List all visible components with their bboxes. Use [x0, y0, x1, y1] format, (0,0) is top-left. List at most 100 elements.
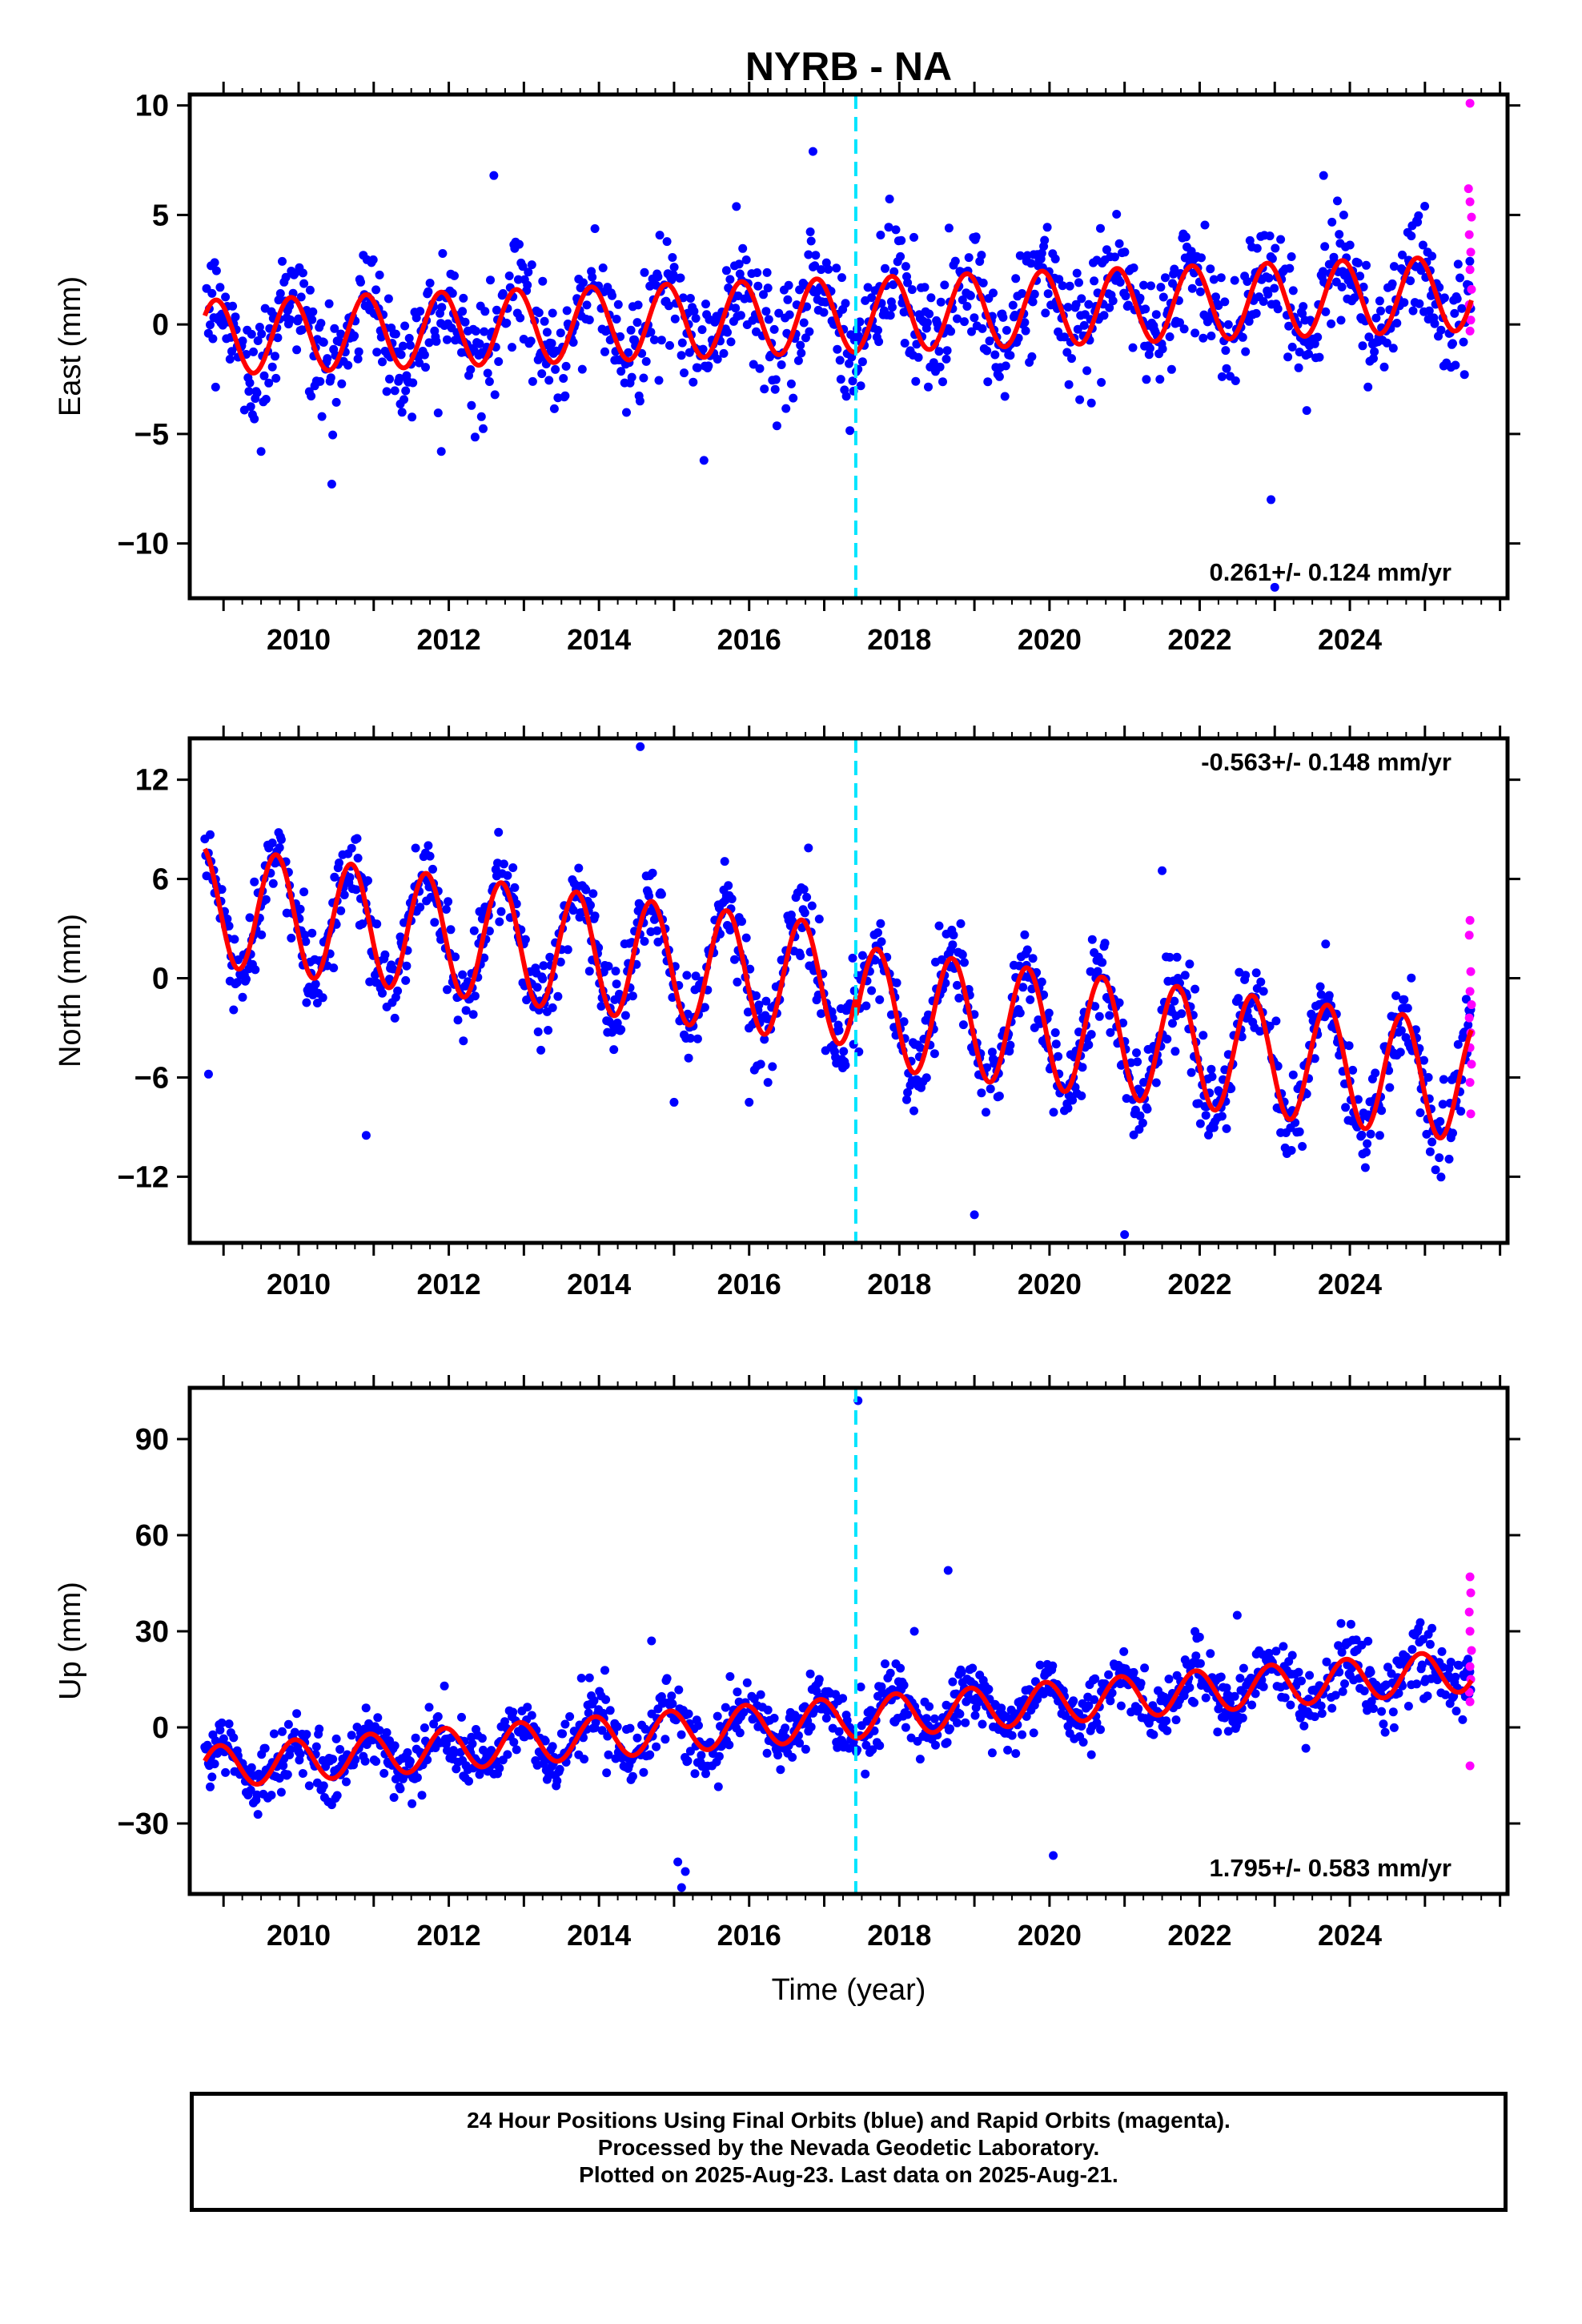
data-point	[1063, 303, 1073, 312]
data-point	[772, 421, 781, 431]
data-point	[568, 338, 578, 347]
data-point	[689, 307, 699, 316]
data-point	[1437, 1647, 1447, 1656]
data-point	[271, 352, 279, 361]
data-point	[1388, 344, 1398, 353]
data-point	[556, 957, 565, 967]
data-point	[700, 1003, 709, 1012]
data-point	[498, 289, 508, 298]
data-point	[470, 991, 480, 1001]
data-point	[608, 291, 616, 300]
x-tick-label: 2010	[267, 1268, 331, 1301]
data-point	[1142, 375, 1151, 384]
outlier-point	[808, 147, 817, 156]
data-point	[684, 1053, 693, 1063]
data-point	[1199, 333, 1208, 343]
data-point	[584, 1673, 594, 1683]
data-point	[1331, 1691, 1340, 1700]
data-point	[312, 999, 322, 1007]
data-point	[1315, 982, 1325, 991]
data-point	[430, 918, 440, 927]
data-point	[601, 1695, 611, 1704]
data-point	[316, 319, 326, 328]
plot-frame-east	[187, 92, 1510, 601]
data-point	[378, 988, 387, 998]
data-point	[301, 937, 311, 947]
data-point	[1230, 275, 1239, 285]
data-point	[1139, 280, 1148, 290]
data-point	[548, 1003, 557, 1012]
data-point	[1358, 341, 1367, 351]
data-point	[656, 336, 666, 345]
data-point	[1022, 945, 1032, 955]
data-point	[807, 901, 817, 911]
data-point	[343, 360, 353, 370]
x-tick-label: 2014	[567, 1919, 631, 1952]
data-point	[385, 374, 394, 384]
outlier-point	[1049, 1851, 1058, 1860]
data-point	[494, 357, 504, 366]
data-point	[817, 1009, 826, 1019]
data-point	[468, 1010, 478, 1019]
data-point	[1367, 1697, 1376, 1707]
data-point	[1216, 1672, 1226, 1682]
data-point	[1123, 300, 1133, 310]
rapid-point	[1467, 1000, 1476, 1010]
data-point	[1270, 283, 1279, 293]
data-point	[1195, 1632, 1204, 1642]
data-point	[1026, 259, 1036, 268]
data-point	[1388, 1707, 1398, 1717]
data-point	[1158, 292, 1168, 302]
data-point	[383, 294, 393, 304]
data-point	[397, 408, 407, 417]
outlier-point	[647, 1636, 656, 1646]
data-point	[978, 278, 988, 287]
data-point	[561, 361, 571, 371]
data-point	[1030, 1677, 1040, 1687]
data-point	[400, 321, 410, 331]
data-point	[749, 1694, 759, 1703]
data-point	[375, 1726, 384, 1735]
data-point	[545, 952, 555, 962]
data-point	[1259, 297, 1268, 306]
data-point	[915, 1755, 925, 1764]
data-point	[319, 1781, 328, 1791]
data-point	[784, 280, 793, 290]
data-point	[317, 412, 327, 421]
data-point	[1304, 349, 1313, 359]
data-point	[899, 1017, 909, 1027]
data-point	[1051, 1039, 1061, 1049]
data-point	[1170, 1047, 1180, 1056]
data-point	[396, 350, 406, 360]
data-point	[1063, 1104, 1073, 1113]
data-point	[644, 891, 654, 901]
data-point	[1078, 1063, 1087, 1072]
data-point	[276, 834, 286, 844]
data-point	[1072, 268, 1082, 278]
data-point	[538, 276, 548, 286]
data-point	[1288, 286, 1298, 296]
data-point	[1453, 259, 1463, 269]
data-point	[408, 378, 418, 388]
data-point	[1050, 254, 1060, 263]
data-point	[576, 1674, 586, 1683]
data-point	[762, 267, 772, 277]
data-point	[207, 1772, 217, 1782]
data-point	[633, 300, 643, 310]
data-point	[761, 307, 771, 316]
data-point	[433, 1712, 443, 1721]
data-point	[1424, 306, 1434, 316]
data-point	[283, 1770, 292, 1779]
data-point	[730, 955, 739, 964]
data-point	[1185, 959, 1195, 969]
data-point	[958, 1020, 968, 1030]
data-point	[1170, 996, 1179, 1006]
data-point	[1200, 220, 1210, 230]
data-point	[539, 961, 548, 971]
rapid-point	[1465, 197, 1475, 207]
data-point	[698, 344, 708, 354]
data-point	[1090, 276, 1099, 286]
data-point	[786, 379, 796, 388]
data-point	[832, 263, 841, 273]
data-point	[725, 275, 735, 284]
